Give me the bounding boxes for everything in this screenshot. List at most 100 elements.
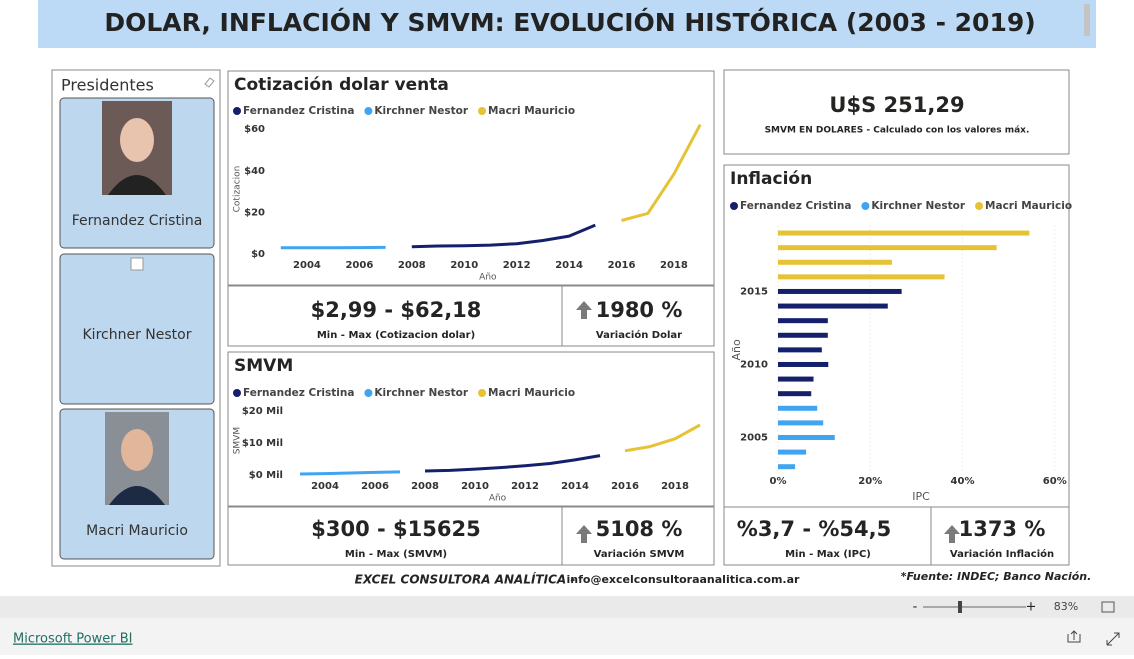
- card-value: 1373 %: [959, 517, 1046, 541]
- photo-face: [121, 429, 153, 471]
- slicer-item-label: Kirchner Nestor: [83, 327, 192, 343]
- chart-panel: [724, 165, 1069, 507]
- card-label: Min - Max (SMVM): [345, 549, 447, 560]
- scrollbar[interactable]: [1084, 4, 1090, 36]
- y-tick-label: 2015: [740, 286, 768, 297]
- legend-label: Kirchner Nestor: [374, 105, 468, 117]
- legend-marker: [730, 202, 738, 210]
- legend-marker: [364, 389, 372, 397]
- card-label: Variación Dolar: [596, 329, 682, 341]
- legend-label: Kirchner Nestor: [871, 200, 965, 212]
- x-tick-label: 2004: [311, 481, 339, 492]
- y-tick-label: $0 Mil: [249, 470, 283, 481]
- chart-title: Inflación: [730, 169, 812, 189]
- photo-face: [120, 118, 154, 162]
- card-label: SMVM EN DOLARES - Calculado con los valo…: [765, 126, 1030, 136]
- x-tick-label: 2008: [411, 481, 439, 492]
- bar: [778, 260, 892, 265]
- x-tick-label: 2008: [398, 260, 426, 271]
- y-tick-label: $40: [244, 166, 265, 177]
- legend-label: Macri Mauricio: [488, 105, 575, 117]
- legend-marker: [233, 107, 241, 115]
- slicer-title: Presidentes: [61, 76, 154, 95]
- bar: [778, 274, 945, 279]
- zoom-level: 83%: [1054, 600, 1078, 613]
- x-tick-label: 40%: [951, 476, 975, 487]
- footer-email: info@excelconsultoraanalitica.com.ar: [567, 573, 800, 586]
- card-label: Min - Max (Cotizacion dolar): [317, 330, 475, 341]
- y-tick-label: $60: [244, 124, 265, 135]
- bar: [778, 435, 835, 440]
- zoom-thumb[interactable]: [958, 601, 962, 613]
- legend-label: Fernandez Cristina: [243, 387, 354, 399]
- bar: [778, 377, 814, 382]
- card-value: %3,7 - %54,5: [737, 517, 891, 541]
- bar: [778, 318, 828, 323]
- card-value: 5108 %: [596, 517, 683, 541]
- chart-title: SMVM: [234, 356, 293, 376]
- bar: [778, 333, 828, 338]
- x-tick-label: 2012: [511, 481, 539, 492]
- legend-marker: [861, 202, 869, 210]
- x-tick-label: 60%: [1043, 476, 1067, 487]
- header-title: DOLAR, INFLACIÓN Y SMVM: EVOLUCIÓN HISTÓ…: [104, 7, 1035, 37]
- legend-label: Fernandez Cristina: [740, 200, 851, 212]
- y-tick-label: $20 Mil: [242, 406, 283, 417]
- y-tick-label: 2010: [740, 359, 768, 370]
- footer-company: EXCEL CONSULTORA ANALÍTICA -: [355, 572, 576, 587]
- x-tick-label: 2016: [611, 481, 639, 492]
- x-tick-label: 2006: [345, 260, 373, 271]
- x-tick-label: 2014: [555, 260, 583, 271]
- bar: [778, 231, 1029, 236]
- x-tick-label: 2010: [450, 260, 478, 271]
- bar: [778, 464, 795, 469]
- card-label: Min - Max (IPC): [785, 549, 871, 560]
- card-label: Variación Inflación: [950, 548, 1054, 560]
- zoom-in[interactable]: +: [1026, 600, 1037, 615]
- legend-marker: [975, 202, 983, 210]
- card-label: Variación SMVM: [594, 548, 685, 560]
- x-axis-label: Año: [489, 494, 507, 504]
- brand-link[interactable]: Microsoft Power BI: [13, 632, 132, 647]
- x-tick-label: 2004: [293, 260, 321, 271]
- bar: [778, 304, 888, 309]
- bar: [778, 420, 823, 425]
- y-tick-label: 2005: [740, 432, 768, 443]
- bar: [778, 347, 822, 352]
- x-tick-label: 2006: [361, 481, 389, 492]
- bar: [778, 450, 806, 455]
- x-tick-label: 20%: [858, 476, 882, 487]
- legend-label: Macri Mauricio: [488, 387, 575, 399]
- legend-marker: [478, 107, 486, 115]
- slicer-item-label: Fernandez Cristina: [72, 213, 203, 229]
- legend-marker: [364, 107, 372, 115]
- y-tick-label: $20: [244, 207, 265, 218]
- legend-marker: [478, 389, 486, 397]
- broken-image: [131, 258, 143, 270]
- card-value: $2,99 - $62,18: [311, 298, 482, 322]
- x-tick-label: 2012: [503, 260, 531, 271]
- zoom-out[interactable]: -: [913, 600, 918, 615]
- chart-panel: [228, 71, 714, 285]
- x-tick-label: 2014: [561, 481, 589, 492]
- legend-label: Macri Mauricio: [985, 200, 1072, 212]
- y-axis-label: Año: [730, 339, 743, 360]
- card-value: $300 - $15625: [311, 517, 480, 541]
- legend-label: Fernandez Cristina: [243, 105, 354, 117]
- bar: [778, 391, 811, 396]
- x-tick-label: 2018: [660, 260, 688, 271]
- legend-label: Kirchner Nestor: [374, 387, 468, 399]
- y-tick-label: $0: [251, 249, 265, 260]
- x-axis-label: Año: [479, 273, 497, 283]
- bar: [778, 406, 817, 411]
- x-tick-label: 0%: [770, 476, 787, 487]
- x-axis-label: IPC: [912, 490, 930, 503]
- bottom-bar: [0, 618, 1134, 655]
- chart-title: Cotización dolar venta: [234, 75, 449, 95]
- footer-source: *Fuente: INDEC; Banco Nación.: [901, 570, 1092, 583]
- card-value: U$S 251,29: [829, 93, 964, 117]
- slicer-item-label: Macri Mauricio: [86, 523, 188, 539]
- bar: [778, 362, 828, 367]
- bar: [778, 245, 997, 250]
